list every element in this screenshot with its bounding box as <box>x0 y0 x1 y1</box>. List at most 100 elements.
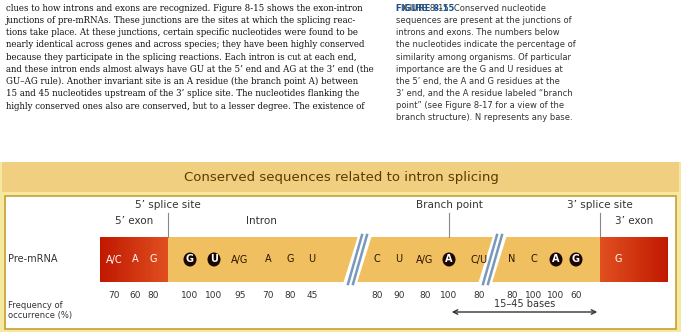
Bar <box>661 237 663 282</box>
Bar <box>625 237 626 282</box>
Text: C/U: C/U <box>471 255 488 265</box>
Bar <box>643 237 644 282</box>
Bar <box>632 237 633 282</box>
Text: clues to how introns and exons are recognized. Figure 8-15 shows the exon-intron: clues to how introns and exons are recog… <box>6 4 374 111</box>
Ellipse shape <box>208 253 221 267</box>
Bar <box>104 237 106 282</box>
Text: 100: 100 <box>548 291 565 300</box>
Bar <box>141 237 142 282</box>
Bar <box>159 237 160 282</box>
Bar <box>636 237 637 282</box>
Bar <box>110 237 111 282</box>
Bar <box>112 237 114 282</box>
Bar <box>666 237 667 282</box>
Bar <box>618 237 619 282</box>
Bar <box>660 237 661 282</box>
Bar <box>153 237 155 282</box>
Text: A/C: A/C <box>106 255 123 265</box>
Bar <box>167 237 168 282</box>
Text: U: U <box>308 255 315 265</box>
Bar <box>608 237 609 282</box>
Bar <box>629 237 631 282</box>
Bar <box>123 237 124 282</box>
Bar <box>616 237 617 282</box>
Bar <box>605 237 607 282</box>
Text: FIGURE 8-15: FIGURE 8-15 <box>396 4 454 13</box>
Text: 80: 80 <box>284 291 296 300</box>
Text: Conserved sequences related to intron splicing: Conserved sequences related to intron sp… <box>184 171 498 184</box>
Bar <box>158 237 159 282</box>
Text: 80: 80 <box>419 291 431 300</box>
Bar <box>637 237 639 282</box>
Bar <box>627 237 629 282</box>
Bar <box>107 237 108 282</box>
Bar <box>128 237 129 282</box>
Bar <box>652 237 653 282</box>
Bar <box>140 237 141 282</box>
Text: 100: 100 <box>525 291 543 300</box>
Bar <box>644 237 646 282</box>
Text: FIGURE 8-15  Conserved nucleotide
sequences are present at the junctions of
intr: FIGURE 8-15 Conserved nucleotide sequenc… <box>396 4 575 123</box>
Text: 80: 80 <box>473 291 485 300</box>
Bar <box>610 237 612 282</box>
Bar <box>118 237 119 282</box>
Bar <box>134 237 135 282</box>
Ellipse shape <box>569 253 582 267</box>
Text: G: G <box>186 255 194 265</box>
Bar <box>649 237 650 282</box>
Text: U: U <box>396 255 402 265</box>
Text: 70: 70 <box>108 291 120 300</box>
Bar <box>624 237 625 282</box>
Bar <box>135 237 136 282</box>
Text: U: U <box>210 255 218 265</box>
Text: C: C <box>530 255 537 265</box>
Text: 5’ exon: 5’ exon <box>115 216 153 226</box>
Bar <box>165 237 167 282</box>
Bar <box>634 237 635 282</box>
Bar <box>0 162 681 332</box>
FancyBboxPatch shape <box>5 196 676 329</box>
Bar <box>635 237 636 282</box>
Bar <box>653 237 654 282</box>
Bar <box>124 237 125 282</box>
Bar <box>119 237 121 282</box>
Bar <box>663 237 665 282</box>
Bar <box>150 237 151 282</box>
Bar <box>138 237 140 282</box>
Bar <box>109 237 110 282</box>
Text: 95: 95 <box>234 291 246 300</box>
Text: 80: 80 <box>147 291 159 300</box>
Bar <box>136 237 138 282</box>
Bar <box>108 237 109 282</box>
Bar <box>125 237 126 282</box>
Text: 100: 100 <box>181 291 199 300</box>
Bar <box>601 237 602 282</box>
Text: 5’ splice site: 5’ splice site <box>135 200 201 210</box>
Bar <box>641 237 642 282</box>
Bar <box>102 237 104 282</box>
Bar <box>157 237 158 282</box>
Bar <box>127 237 128 282</box>
Bar <box>602 237 603 282</box>
Bar <box>639 237 641 282</box>
Bar <box>612 237 614 282</box>
Text: 100: 100 <box>206 291 223 300</box>
Bar <box>600 237 601 282</box>
Bar <box>619 237 620 282</box>
Bar <box>143 237 144 282</box>
Bar <box>163 237 165 282</box>
Bar <box>151 237 152 282</box>
Text: G: G <box>149 255 157 265</box>
Bar <box>667 237 668 282</box>
Bar <box>648 237 649 282</box>
Bar <box>142 237 143 282</box>
Text: A: A <box>131 255 138 265</box>
Text: C: C <box>374 255 381 265</box>
Bar <box>152 237 153 282</box>
Text: 15–45 bases: 15–45 bases <box>494 299 555 309</box>
Bar <box>658 237 659 282</box>
Text: 70: 70 <box>262 291 274 300</box>
Ellipse shape <box>550 253 563 267</box>
Bar <box>659 237 660 282</box>
Bar <box>642 237 643 282</box>
